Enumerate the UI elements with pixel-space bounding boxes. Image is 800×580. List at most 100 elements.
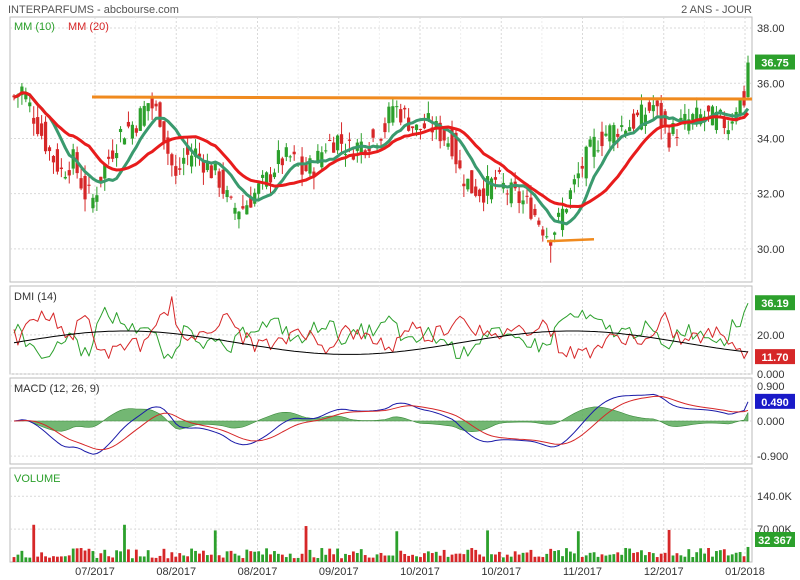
candle-body bbox=[103, 163, 107, 179]
candle-body bbox=[253, 192, 257, 204]
volume-bar bbox=[162, 548, 166, 562]
x-tick-label: 10/2017 bbox=[481, 566, 521, 578]
candle-body bbox=[162, 121, 166, 143]
dmi-plus-line bbox=[13, 302, 749, 359]
volume-bar bbox=[332, 554, 336, 562]
volume-bar bbox=[348, 555, 351, 562]
candle-body bbox=[746, 62, 750, 98]
candle-body bbox=[189, 155, 194, 167]
candle-body bbox=[493, 177, 498, 180]
candle-body bbox=[612, 125, 616, 144]
volume-bar bbox=[521, 552, 525, 562]
candle-body bbox=[572, 179, 576, 185]
candle-body bbox=[584, 146, 588, 179]
volume-bar bbox=[738, 552, 742, 562]
candle-body bbox=[580, 165, 584, 169]
volume-bar bbox=[379, 552, 383, 562]
candle-body bbox=[79, 178, 83, 189]
volume-bar bbox=[419, 557, 422, 562]
volume-bar bbox=[288, 553, 292, 562]
volume-bar bbox=[276, 553, 280, 562]
candle-body bbox=[553, 232, 557, 235]
candle-body bbox=[257, 183, 261, 194]
volume-bar bbox=[209, 554, 213, 562]
candle-body bbox=[588, 139, 592, 147]
candle-body bbox=[288, 156, 292, 158]
candle-body bbox=[324, 150, 328, 152]
volume-bar bbox=[336, 548, 339, 562]
candle-body bbox=[549, 240, 553, 246]
volume-bar bbox=[612, 554, 616, 562]
candle-body bbox=[87, 184, 91, 186]
volume-bar bbox=[703, 553, 706, 562]
volume-bar bbox=[695, 552, 699, 562]
volume-bar bbox=[75, 548, 79, 562]
volume-bar bbox=[28, 557, 32, 562]
candle-body bbox=[268, 174, 273, 183]
volume-bar bbox=[12, 557, 16, 562]
candle-body bbox=[403, 107, 407, 110]
candle-body bbox=[332, 142, 336, 153]
candle-body bbox=[264, 172, 269, 187]
volume-bar bbox=[284, 557, 288, 562]
legend-item: MM (10) bbox=[14, 21, 55, 33]
candle-body bbox=[178, 168, 182, 170]
volume-bar bbox=[486, 530, 489, 562]
candle-body bbox=[462, 183, 466, 187]
candle-body bbox=[351, 154, 355, 160]
candle-body bbox=[335, 135, 340, 151]
volume-bar bbox=[273, 551, 276, 562]
volume-bar bbox=[466, 549, 470, 562]
volume-bar bbox=[715, 551, 718, 562]
volume-bar bbox=[111, 557, 115, 562]
dmi-minus-label: 11.70 bbox=[762, 352, 789, 364]
candle-body bbox=[111, 150, 115, 159]
volume-bar bbox=[355, 552, 359, 562]
volume-bar bbox=[517, 554, 521, 562]
x-tick-label: 12/2017 bbox=[644, 566, 684, 578]
candle-body bbox=[596, 150, 600, 152]
y-tick-label: 34.00 bbox=[757, 133, 785, 145]
candle-body bbox=[454, 132, 458, 165]
volume-bar bbox=[730, 554, 734, 562]
candle-body bbox=[604, 133, 608, 136]
candle-body bbox=[414, 124, 419, 131]
candle-body bbox=[134, 128, 138, 133]
volume-bar bbox=[643, 555, 647, 562]
volume-bar bbox=[324, 554, 328, 562]
candle-body bbox=[545, 236, 549, 238]
candle-body bbox=[485, 176, 490, 196]
macd-value-box bbox=[755, 393, 795, 409]
volume-bar bbox=[580, 556, 584, 562]
candle-body bbox=[229, 196, 233, 198]
volume-bar bbox=[205, 555, 209, 562]
volume-bar bbox=[659, 553, 663, 562]
y-tick-label: 0.900 bbox=[757, 381, 785, 393]
period-label: 2 ANS - JOUR bbox=[681, 4, 752, 16]
volume-bar bbox=[249, 551, 253, 562]
volume-bar bbox=[158, 555, 162, 562]
candle-body bbox=[600, 131, 604, 147]
volume-bar bbox=[446, 556, 450, 562]
volume-bar bbox=[36, 556, 40, 562]
volume-bar bbox=[474, 549, 478, 562]
volume-bar bbox=[569, 551, 572, 562]
volume-bar bbox=[32, 524, 36, 562]
candle-body bbox=[533, 208, 537, 216]
volume-bar bbox=[269, 554, 272, 562]
volume-bar bbox=[553, 550, 557, 562]
candle-body bbox=[722, 118, 726, 129]
volume-bar bbox=[505, 554, 509, 562]
candle-body bbox=[695, 107, 699, 122]
candle-body bbox=[107, 156, 111, 159]
candle-body bbox=[36, 117, 40, 135]
volume-bar bbox=[537, 556, 541, 562]
volume-value-label: 32 367 bbox=[758, 535, 792, 547]
candle-body bbox=[560, 208, 565, 231]
candle-body bbox=[280, 158, 284, 166]
candle-body bbox=[205, 162, 209, 171]
volume-bar bbox=[127, 549, 130, 562]
volume-bar bbox=[699, 548, 703, 562]
volume-bar bbox=[280, 554, 284, 562]
